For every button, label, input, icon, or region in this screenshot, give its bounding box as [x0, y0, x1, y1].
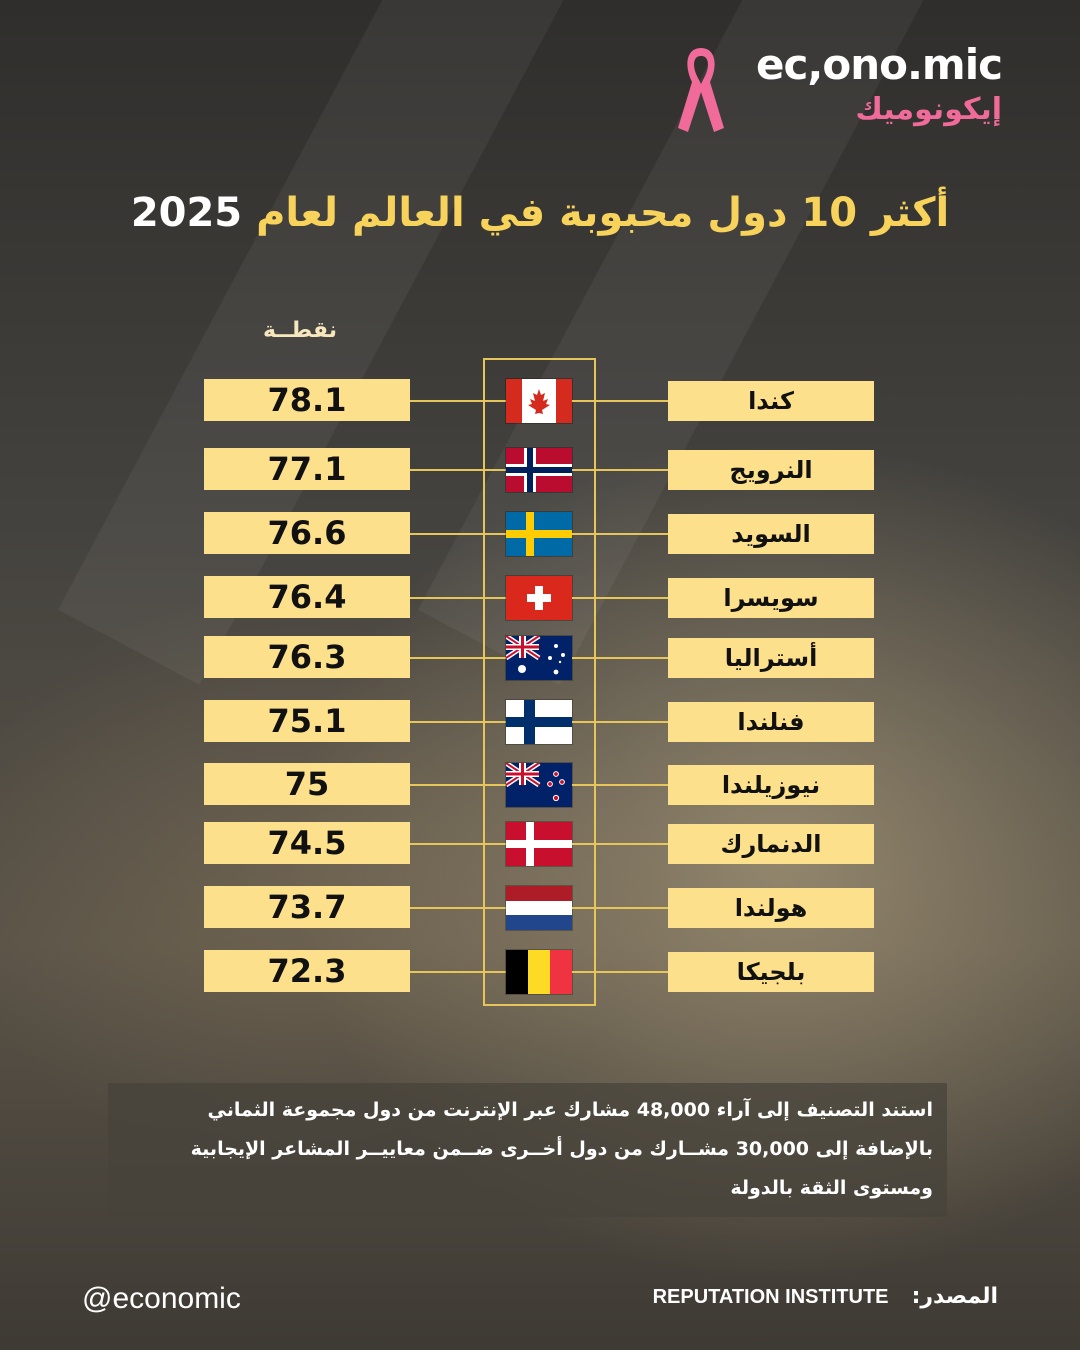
table-row: 76.6 السويد — [0, 512, 1080, 556]
source-credit: المصدر: REPUTATION INSTITUTE — [653, 1284, 998, 1309]
title-main: أكثر 10 دول محبوبة في العالم لعام — [256, 190, 950, 236]
connector-line — [572, 657, 668, 659]
score-value: 76.6 — [204, 512, 410, 554]
value-column-label: نقطــة — [263, 318, 337, 343]
table-row: 74.5 الدنمارك — [0, 822, 1080, 866]
country-name: النرويج — [668, 450, 874, 490]
connector-line — [410, 784, 506, 786]
connector-line — [572, 400, 668, 402]
belgium-flag-icon — [506, 950, 572, 994]
connector-line — [572, 843, 668, 845]
score-value: 78.1 — [204, 379, 410, 421]
norway-flag-icon — [506, 448, 572, 492]
connector-line — [572, 721, 668, 723]
note-line-1: استند التصنيف إلى آراء 48,000 مشارك عبر … — [207, 1099, 934, 1121]
connector-line — [410, 469, 506, 471]
score-value: 76.3 — [204, 636, 410, 678]
connector-line — [572, 907, 668, 909]
table-row: 76.3 أستراليا — [0, 636, 1080, 680]
table-row: 75 نيوزيلندا — [0, 763, 1080, 807]
connector-line — [410, 843, 506, 845]
connector-line — [410, 533, 506, 535]
table-row: 77.1 النرويج — [0, 448, 1080, 492]
finland-flag-icon — [506, 700, 572, 744]
flag-column-frame — [483, 358, 596, 1006]
sweden-flag-icon — [506, 512, 572, 556]
score-value: 73.7 — [204, 886, 410, 928]
table-row: 78.1 كندا — [0, 379, 1080, 423]
canada-flag-icon — [506, 379, 572, 423]
connector-line — [572, 469, 668, 471]
denmark-flag-icon — [506, 822, 572, 866]
table-row: 75.1 فنلندا — [0, 700, 1080, 744]
score-value: 76.4 — [204, 576, 410, 618]
australia-flag-icon — [506, 636, 572, 680]
connector-line — [410, 721, 506, 723]
table-row: 73.7 هولندا — [0, 886, 1080, 930]
score-value: 74.5 — [204, 822, 410, 864]
brand-logo: ec,ono.mic إيكونوميك — [672, 40, 1003, 135]
brand-name-ar: إيكونوميك — [855, 92, 1002, 127]
country-name: سويسرا — [668, 578, 874, 618]
country-name: بلجيكا — [668, 952, 874, 992]
score-value: 75.1 — [204, 700, 410, 742]
country-name: أستراليا — [668, 638, 874, 678]
connector-line — [410, 971, 506, 973]
country-name: نيوزيلندا — [668, 765, 874, 805]
methodology-note: استند التصنيف إلى آراء 48,000 مشارك عبر … — [108, 1083, 947, 1217]
new-zealand-flag-icon — [506, 763, 572, 807]
score-value: 75 — [204, 763, 410, 805]
country-name: الدنمارك — [668, 824, 874, 864]
netherlands-flag-icon — [506, 886, 572, 930]
social-handle: @economic — [82, 1282, 241, 1315]
note-line-2: بالإضافة إلى 30,000 مشــارك من دول أخــر… — [190, 1138, 933, 1160]
country-name: السويد — [668, 514, 874, 554]
connector-line — [572, 597, 668, 599]
connector-line — [572, 784, 668, 786]
connector-line — [410, 597, 506, 599]
brand-name-en: ec,ono.mic — [756, 40, 1003, 89]
table-row: 72.3 بلجيكا — [0, 950, 1080, 994]
page-title: أكثر 10 دول محبوبة في العالم لعام 2025 — [0, 190, 1080, 236]
pink-ribbon-icon — [678, 48, 724, 132]
title-year: 2025 — [130, 190, 243, 236]
source-name: REPUTATION INSTITUTE — [652, 1286, 889, 1308]
source-label: المصدر: — [911, 1284, 998, 1309]
score-value: 77.1 — [204, 448, 410, 490]
connector-line — [572, 533, 668, 535]
country-name: هولندا — [668, 888, 874, 928]
country-name: فنلندا — [668, 702, 874, 742]
country-name: كندا — [668, 381, 874, 421]
note-line-3: ومستوى الثقة بالدولة — [730, 1177, 933, 1199]
switzerland-flag-icon — [506, 576, 572, 620]
connector-line — [410, 400, 506, 402]
score-value: 72.3 — [204, 950, 410, 992]
connector-line — [410, 907, 506, 909]
connector-line — [410, 657, 506, 659]
table-row: 76.4 سويسرا — [0, 576, 1080, 620]
connector-line — [572, 971, 668, 973]
